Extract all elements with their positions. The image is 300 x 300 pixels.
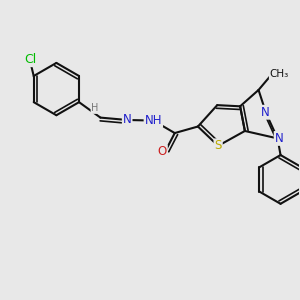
Text: S: S <box>214 139 222 152</box>
Text: O: O <box>158 145 167 158</box>
Text: NH: NH <box>145 114 162 127</box>
Text: N: N <box>123 113 132 127</box>
Text: Cl: Cl <box>25 53 37 66</box>
Text: N: N <box>261 106 270 119</box>
Text: H: H <box>92 103 99 113</box>
Text: CH₃: CH₃ <box>270 69 289 79</box>
Text: N: N <box>275 132 284 145</box>
